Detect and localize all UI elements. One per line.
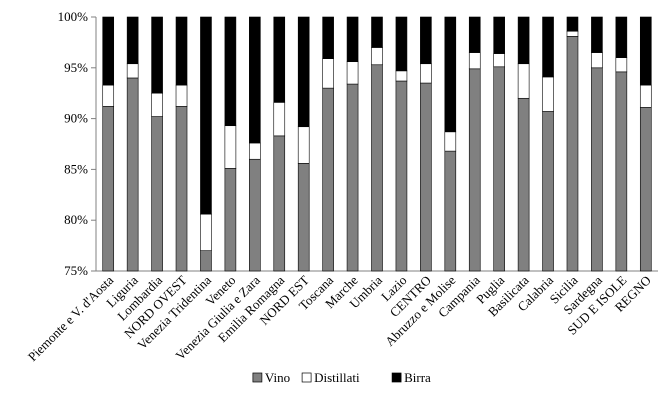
bar-segment-vino [542,111,554,272]
bar-segment-vino [224,168,237,272]
bar-segment-distillati [615,57,628,73]
bar-segment-vino [371,64,383,272]
legend-swatch-distillati [301,372,312,383]
y-tick-label: 85% [64,161,88,176]
bar-segment-distillati [102,84,115,107]
chart-legend: Vino Distillati Birra [252,370,431,385]
bar-segment-distillati [151,92,163,117]
bar-segment-vino [615,71,628,272]
bar-segment-distillati [126,63,139,79]
bar-segment-distillati [468,52,481,70]
bar-segment-birra [273,16,286,103]
bar-segment-vino [420,82,432,272]
bar-segment-birra [444,16,457,133]
bar-segment-distillati [493,53,505,68]
legend-swatch-vino [252,372,263,383]
bar-segment-birra [224,16,237,127]
bar-segment-birra [322,16,334,59]
bar-segment-vino [126,77,139,272]
bar-segment-distillati [249,142,261,160]
bar-segment-vino [566,36,579,272]
bar-segment-distillati [591,52,603,69]
chart-bars [102,16,652,272]
bar-segment-distillati [444,131,457,152]
bar-segment-distillati [517,63,530,99]
bar-segment-birra [102,16,115,86]
bar-segment-distillati [273,102,286,137]
bar-segment-vino [151,116,163,272]
bar-segment-vino [249,158,261,272]
bar-segment-distillati [420,63,432,84]
legend-label-distillati: Distillati [314,370,360,385]
legend-label-birra: Birra [404,370,431,385]
bar-segment-birra [542,16,554,78]
bar-segment-distillati [639,84,652,108]
y-tick-label: 80% [64,212,88,227]
bar-segment-birra [126,16,139,65]
bar-segment-vino [639,107,652,272]
bar-segment-vino [346,83,359,272]
bar-segment-birra [175,16,188,86]
bar-segment-birra [468,16,481,53]
bar-segment-distillati [371,47,383,66]
bar-segment-birra [297,16,310,128]
bar-segment-distillati [542,76,554,112]
y-tick-label: 100% [58,9,89,24]
bar-segment-vino [444,150,457,272]
x-category-label: Piemonte e V. d'Aosta [25,272,117,364]
bar-segment-vino [517,97,530,272]
y-tick-label: 90% [64,111,88,126]
bar-segment-distillati [346,61,359,85]
bar-segment-birra [517,16,530,65]
bar-segment-birra [395,16,408,72]
legend-label-vino: Vino [265,370,290,385]
bar-segment-vino [591,67,603,272]
bar-segment-birra [420,16,432,65]
bar-segment-birra [346,16,359,63]
x-axis-category-labels: Piemonte e V. d'AostaLiguriaLombardiaNOR… [25,272,654,364]
bar-segment-birra [615,16,628,58]
bar-segment-distillati [395,70,408,82]
bar-segment-vino [273,135,286,272]
bar-segment-distillati [200,213,212,251]
y-axis-tick-labels: 75% 80% 85% 90% 95% 100% [58,9,89,278]
bar-segment-vino [102,106,115,272]
bar-segment-distillati [322,58,334,89]
bar-segment-birra [151,16,163,94]
bar-segment-distillati [297,126,310,164]
bar-segment-vino [468,68,481,272]
legend-swatch-birra [391,372,402,383]
bar-segment-vino [322,87,334,272]
bar-segment-birra [639,16,652,86]
bar-segment-vino [395,80,408,272]
bar-segment-vino [175,106,188,272]
bar-segment-distillati [566,30,579,37]
bar-segment-distillati [224,125,237,169]
bar-segment-birra [371,16,383,48]
bar-segment-birra [200,16,212,215]
bar-segment-birra [566,16,579,32]
bar-segment-distillati [175,84,188,107]
bar-segment-vino [493,66,505,272]
y-tick-label: 75% [64,263,88,278]
y-tick-label: 95% [64,60,88,75]
bar-segment-birra [249,16,261,144]
bar-segment-birra [591,16,603,53]
bar-segment-vino [297,163,310,272]
bar-segment-vino [200,250,212,272]
bar-segment-birra [493,16,505,54]
